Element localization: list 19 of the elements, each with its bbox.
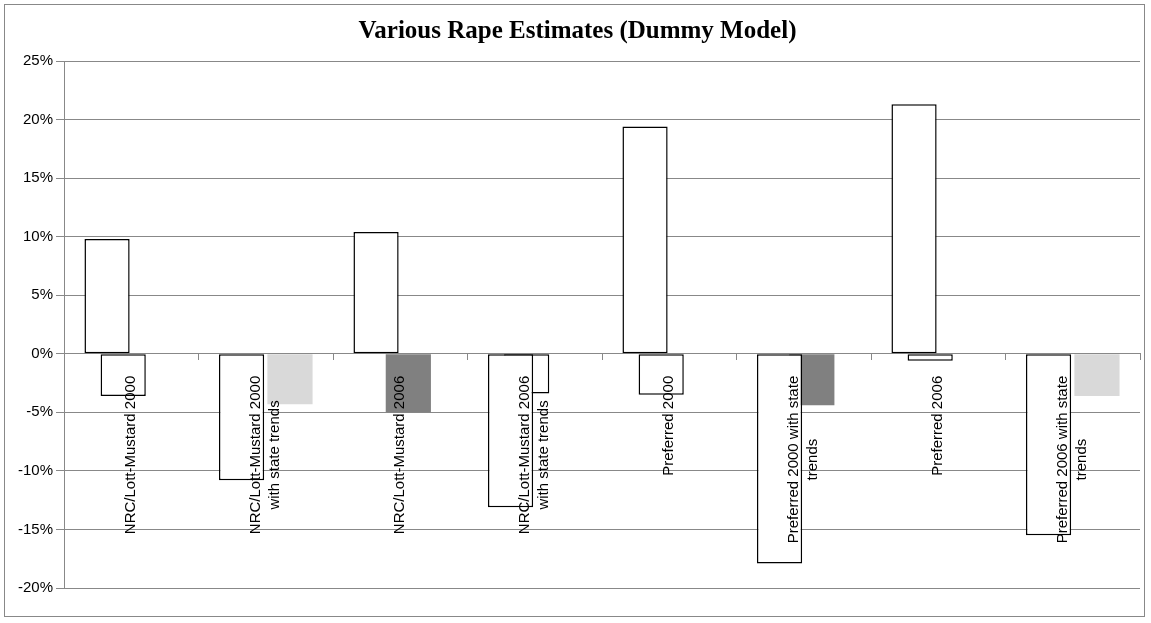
x-tick-label: NRC/Lott-Mustard 2006 <box>390 375 408 535</box>
x-tick-label: NRC/Lott-Mustard 2000 <box>121 375 139 535</box>
x-tick-label: NRC/Lott-Mustard 2000 with state trends <box>246 375 283 535</box>
x-tick-label: Preferred 2006 <box>928 375 946 476</box>
y-tick-label: -5% <box>26 402 54 420</box>
y-tick-label: -10% <box>17 461 54 479</box>
y-tick-label: -20% <box>17 578 54 596</box>
y-tick-label: -15% <box>17 519 54 537</box>
x-tick-label: Preferred 2000 with state trends <box>784 375 821 544</box>
y-tick-label: 15% <box>22 168 54 186</box>
y-tick-label: 5% <box>31 285 54 303</box>
chart-title: Various Rape Estimates (Dummy Model) <box>358 16 797 45</box>
y-tick-label: 25% <box>22 51 54 69</box>
y-tick-label: 0% <box>31 343 54 361</box>
y-tick-label: 20% <box>22 109 54 127</box>
y-tick-label: 10% <box>22 226 54 244</box>
x-tick-label: Preferred 2006 with state trends <box>1053 375 1090 544</box>
x-tick-label: Preferred 2000 <box>659 375 677 476</box>
x-tick-label: NRC/Lott-Mustard 2006 with state trends <box>515 375 552 535</box>
